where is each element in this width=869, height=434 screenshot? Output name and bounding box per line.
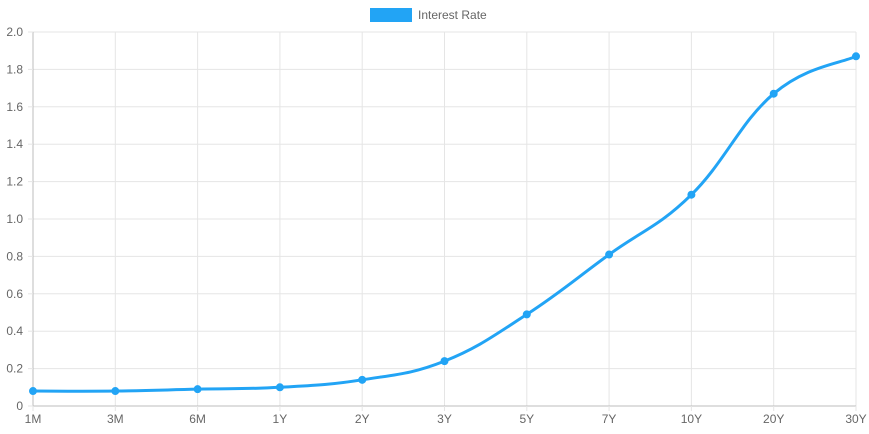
data-point-5y[interactable]: [522, 310, 531, 319]
x-tick-label: 5Y: [519, 412, 534, 426]
x-tick-label: 1Y: [273, 412, 288, 426]
y-tick-label: 0.6: [6, 287, 23, 301]
data-point-7y[interactable]: [605, 250, 614, 259]
data-point-30y[interactable]: [852, 52, 860, 61]
x-tick-label: 20Y: [763, 412, 784, 426]
y-tick-label: 1.6: [6, 100, 23, 114]
data-point-1y[interactable]: [275, 383, 284, 392]
x-tick-label: 1M: [25, 412, 42, 426]
y-tick-label: 0: [16, 399, 23, 413]
data-point-10y[interactable]: [687, 190, 696, 199]
x-tick-label: 6M: [189, 412, 206, 426]
y-tick-label: 0.2: [6, 362, 23, 376]
y-tick-label: 0.4: [6, 324, 23, 338]
data-point-2y[interactable]: [358, 375, 367, 384]
x-axis-ticks: 1M 3M 6M 1Y 2Y 3Y 5Y 7Y 10Y 20Y 30Y: [25, 406, 867, 426]
series: [29, 52, 860, 396]
legend[interactable]: Interest Rate: [370, 8, 487, 22]
x-tick-label: 10Y: [681, 412, 702, 426]
grid-lines: [33, 31, 857, 406]
x-tick-label: 30Y: [845, 412, 866, 426]
x-tick-label: 3M: [107, 412, 124, 426]
y-tick-label: 1.0: [6, 212, 23, 226]
x-tick-label: 7Y: [602, 412, 617, 426]
data-point-6m[interactable]: [193, 385, 202, 394]
legend-label[interactable]: Interest Rate: [418, 8, 487, 22]
y-axis-ticks: 0 0.2 0.4 0.6 0.8 1.0 1.2 1.4 1.6 1.8 2.0: [6, 25, 33, 413]
series-line: [31, 54, 858, 393]
data-point-3y[interactable]: [440, 357, 449, 366]
data-point-1m[interactable]: [29, 387, 37, 396]
data-point-20y[interactable]: [769, 89, 778, 98]
y-tick-label: 1.2: [6, 175, 23, 189]
y-tick-label: 2.0: [6, 25, 23, 39]
data-point-3m[interactable]: [111, 387, 120, 396]
y-tick-label: 1.4: [6, 137, 23, 151]
y-tick-label: 1.8: [6, 62, 23, 76]
legend-swatch[interactable]: [370, 8, 412, 22]
y-tick-label: 0.8: [6, 249, 23, 263]
x-tick-label: 2Y: [355, 412, 370, 426]
x-tick-label: 3Y: [437, 412, 452, 426]
